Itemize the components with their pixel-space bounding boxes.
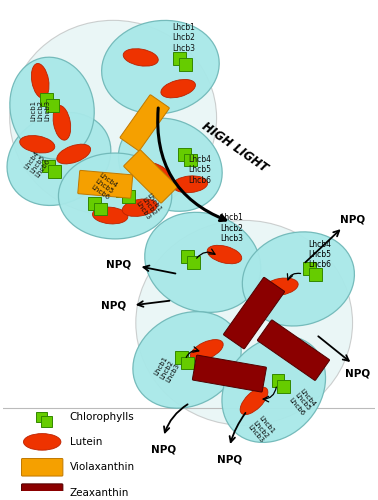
FancyBboxPatch shape [192,355,266,392]
FancyBboxPatch shape [48,166,60,178]
Text: NPQ: NPQ [345,368,370,378]
Ellipse shape [10,57,94,159]
Text: Lhcb1
Lhcb2
Lhcb3: Lhcb1 Lhcb2 Lhcb3 [220,214,243,243]
Ellipse shape [139,162,172,183]
FancyBboxPatch shape [178,148,191,160]
FancyBboxPatch shape [187,256,200,269]
FancyBboxPatch shape [46,99,59,112]
Text: NPQ: NPQ [101,300,126,310]
FancyBboxPatch shape [116,184,129,197]
FancyBboxPatch shape [122,190,135,202]
Ellipse shape [118,118,222,212]
FancyBboxPatch shape [303,262,316,275]
Ellipse shape [59,153,172,239]
Ellipse shape [123,48,158,66]
Ellipse shape [122,199,157,216]
FancyBboxPatch shape [173,52,186,65]
Text: Lhcb1
Lhcb2
Lhcb3: Lhcb1 Lhcb2 Lhcb3 [247,416,276,444]
Ellipse shape [145,212,261,312]
Text: Violaxanthin: Violaxanthin [70,462,135,472]
Text: Lhcb4
Lhcb5
Lhcb6: Lhcb4 Lhcb5 Lhcb6 [23,150,51,178]
Text: Lhcb1
Lhcb2
Lhcb3: Lhcb1 Lhcb2 Lhcb3 [172,23,195,53]
FancyBboxPatch shape [175,351,188,364]
Ellipse shape [23,434,61,450]
FancyBboxPatch shape [42,160,55,172]
Text: NPQ: NPQ [151,444,176,454]
Ellipse shape [172,176,208,192]
Ellipse shape [263,278,298,295]
FancyBboxPatch shape [277,380,290,393]
Ellipse shape [133,312,241,408]
Text: Lutein: Lutein [70,437,102,447]
Text: NPQ: NPQ [107,260,132,270]
Text: NPQ: NPQ [340,214,365,224]
Ellipse shape [207,246,242,264]
Text: Chlorophylls: Chlorophylls [70,412,135,422]
Ellipse shape [222,336,325,442]
FancyBboxPatch shape [223,278,285,349]
FancyBboxPatch shape [120,95,169,151]
Ellipse shape [93,207,128,224]
FancyBboxPatch shape [36,412,47,422]
FancyBboxPatch shape [124,150,177,203]
Ellipse shape [31,64,49,98]
Text: NPQ: NPQ [217,454,242,464]
Ellipse shape [136,220,353,426]
Ellipse shape [190,340,223,360]
Ellipse shape [161,80,195,98]
Text: HIGH LIGHT: HIGH LIGHT [199,120,270,174]
FancyBboxPatch shape [179,58,192,71]
Ellipse shape [57,144,91,164]
Text: Lhcb1
Lhcb2
Lhcb3: Lhcb1 Lhcb2 Lhcb3 [30,100,50,120]
Text: Lhcb1
Lhcb2
Lhcb3: Lhcb1 Lhcb2 Lhcb3 [135,192,163,221]
Ellipse shape [10,20,217,216]
FancyBboxPatch shape [309,268,322,280]
Text: Zeaxanthin: Zeaxanthin [70,488,129,498]
FancyBboxPatch shape [181,250,194,263]
Ellipse shape [20,136,55,153]
FancyBboxPatch shape [22,458,63,476]
FancyBboxPatch shape [181,356,194,370]
FancyBboxPatch shape [94,202,107,215]
Ellipse shape [242,232,355,326]
FancyBboxPatch shape [184,154,197,166]
Text: Lhcb4
Lhcb5
Lhcb6: Lhcb4 Lhcb5 Lhcb6 [188,154,211,184]
FancyBboxPatch shape [40,94,53,106]
Ellipse shape [53,106,71,140]
Text: Lhcb4
Lhcb5
Lhcb6: Lhcb4 Lhcb5 Lhcb6 [288,388,317,416]
Text: Lhcb4
Lhcb5
Lhcb6: Lhcb4 Lhcb5 Lhcb6 [308,240,331,270]
FancyBboxPatch shape [41,416,52,427]
Text: Lhcb4
Lhcb5
Lhcb6: Lhcb4 Lhcb5 Lhcb6 [90,172,119,201]
Ellipse shape [102,20,219,114]
FancyBboxPatch shape [22,484,63,500]
FancyBboxPatch shape [272,374,284,387]
FancyBboxPatch shape [78,170,133,198]
FancyBboxPatch shape [257,320,330,380]
Ellipse shape [7,112,111,206]
Text: Lhcb1
Lhcb2
Lhcb3: Lhcb1 Lhcb2 Lhcb3 [153,356,181,384]
FancyBboxPatch shape [88,197,101,209]
Ellipse shape [240,387,268,414]
